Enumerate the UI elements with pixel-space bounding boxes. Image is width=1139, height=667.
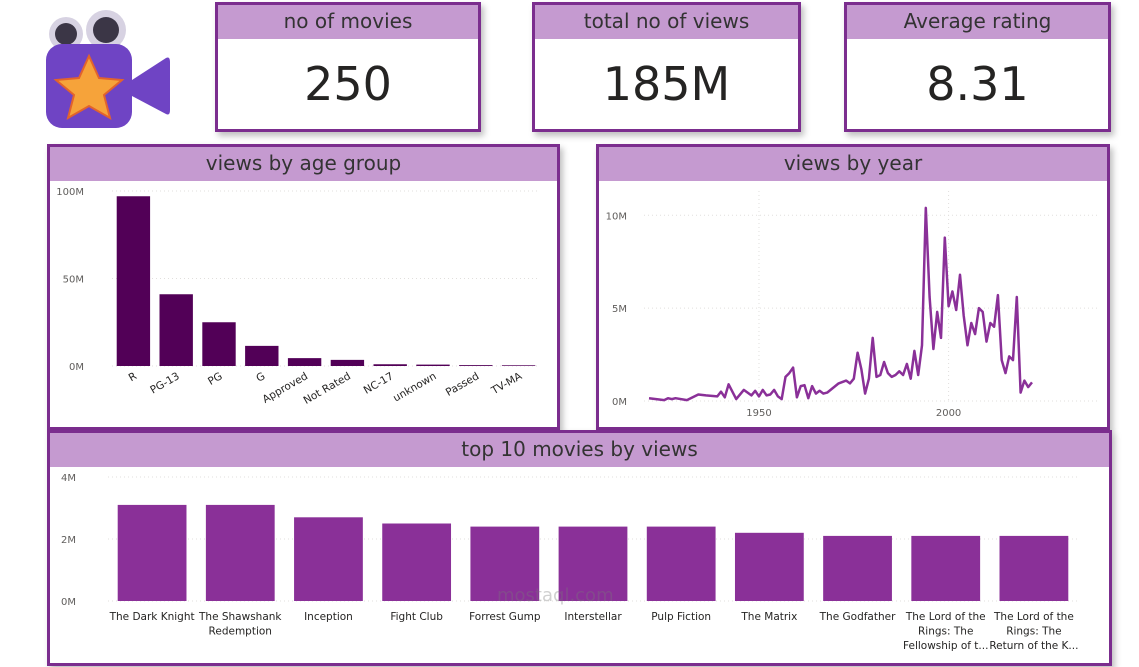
x-category-label-line: Rings: The: [918, 626, 973, 638]
watermark: mostaql.com: [497, 585, 614, 606]
x-category-label-line: Redemption: [209, 626, 272, 638]
bar: [287, 358, 322, 366]
y-tick-label: 0M: [69, 362, 84, 373]
bar: [330, 359, 365, 366]
x-category-label: Passed: [444, 370, 482, 399]
x-category-label: The Godfather: [819, 611, 896, 623]
kpi-card-rating: Average rating 8.31: [844, 2, 1111, 132]
x-category-label: unknown: [391, 370, 438, 404]
bar: [459, 365, 493, 366]
x-category-label: The Lord of the Rings: The Fellowship of t…: [903, 611, 988, 652]
y-tick-label: 0M: [61, 597, 76, 608]
x-category-label-line: The Shawshank: [198, 611, 282, 623]
y-tick-label: 100M: [56, 187, 84, 198]
bar: [294, 517, 363, 601]
bar: [823, 535, 892, 601]
chart-title: top 10 movies by views: [50, 433, 1109, 467]
x-category-label-line: Inception: [304, 611, 353, 623]
x-category-label: The Shawshank Redemption: [198, 611, 282, 638]
bar: [911, 535, 981, 601]
chart-card-top-movies: top 10 movies by views 0M 2M 4M The Dark Kn…: [47, 430, 1112, 666]
bar: [416, 364, 450, 366]
x-category-label: Pulp Fiction: [651, 611, 711, 623]
x-category-label: PG: [206, 370, 225, 388]
kpi-value: 185M: [602, 57, 731, 111]
y-tick-label: 5M: [612, 304, 627, 315]
x-category-label-line: The Matrix: [740, 611, 797, 623]
bar: [470, 526, 540, 601]
kpi-label: Average rating: [847, 5, 1108, 39]
x-category-label: Interstellar: [564, 611, 622, 623]
x-category-label-line: The Lord of the: [993, 611, 1074, 623]
kpi-card-movies: no of movies 250: [215, 2, 481, 132]
bar: [159, 294, 193, 366]
x-category-label-line: The Godfather: [819, 611, 896, 623]
x-category-label-line: The Lord of the: [905, 611, 986, 623]
bar: [202, 322, 236, 366]
chart-title: views by year: [599, 147, 1107, 181]
x-category-label: PG-13: [148, 370, 181, 396]
y-tick-label: 50M: [63, 275, 84, 286]
x-category-label: The Lord of the Rings: The Return of the K…: [989, 611, 1078, 652]
kpi-label: no of movies: [218, 5, 478, 39]
x-category-label: NC-17: [362, 370, 396, 397]
top-movies-bar-chart: 0M 2M 4M The Dark Knight The Shawshank Redemp…: [61, 473, 1078, 652]
x-category-label-line: Rings: The: [1006, 626, 1061, 638]
kpi-value: 8.31: [926, 57, 1029, 111]
kpi-value: 250: [304, 57, 392, 111]
bar: [373, 364, 407, 366]
x-category-label: Not Rated: [301, 370, 352, 407]
bar: [382, 523, 452, 601]
bar: [116, 196, 151, 366]
x-tick-label: 2000: [936, 408, 961, 419]
x-category-label-line: Pulp Fiction: [651, 611, 711, 623]
bar: [999, 535, 1069, 601]
x-tick-label: 1950: [746, 408, 771, 419]
views-line: [648, 206, 1033, 402]
x-category-label: TV-MA: [489, 370, 525, 398]
bar: [501, 365, 536, 366]
chart-card-age-group: views by age group 0M 50M 100M R PG-13 PG G App…: [47, 144, 560, 430]
x-category-label: R: [127, 370, 139, 384]
chart-title: views by age group: [50, 147, 557, 181]
bar: [205, 504, 275, 601]
x-category-label: G: [254, 370, 267, 384]
bar: [734, 532, 804, 601]
x-category-label-line: Forrest Gump: [469, 611, 541, 623]
y-tick-label: 0M: [612, 397, 627, 408]
x-category-label: Forrest Gump: [469, 611, 541, 623]
y-tick-label: 2M: [61, 535, 76, 546]
bar: [646, 526, 716, 601]
x-category-label-line: Interstellar: [564, 611, 622, 623]
x-category-label: Fight Club: [390, 611, 443, 623]
x-category-label-line: Fellowship of t...: [903, 640, 988, 652]
kpi-card-views: total no of views 185M: [532, 2, 801, 132]
bar: [245, 345, 279, 366]
x-category-label-line: Return of the K...: [989, 640, 1078, 652]
x-category-label: The Dark Knight: [109, 611, 195, 623]
y-tick-label: 10M: [606, 211, 627, 222]
x-category-label: The Matrix: [740, 611, 797, 623]
bar: [117, 504, 187, 601]
bar: [558, 526, 628, 601]
year-line-chart: 0M 5M 10M 1950 2000: [606, 191, 1099, 419]
chart-card-year: views by year 0M 5M 10M 1950 2000: [596, 144, 1110, 430]
x-category-label-line: The Dark Knight: [109, 611, 195, 623]
x-category-label: Inception: [304, 611, 353, 623]
y-tick-label: 4M: [61, 473, 76, 484]
kpi-label: total no of views: [535, 5, 798, 39]
movie-camera-star-icon: [46, 10, 170, 128]
x-category-label-line: Fight Club: [390, 611, 443, 623]
